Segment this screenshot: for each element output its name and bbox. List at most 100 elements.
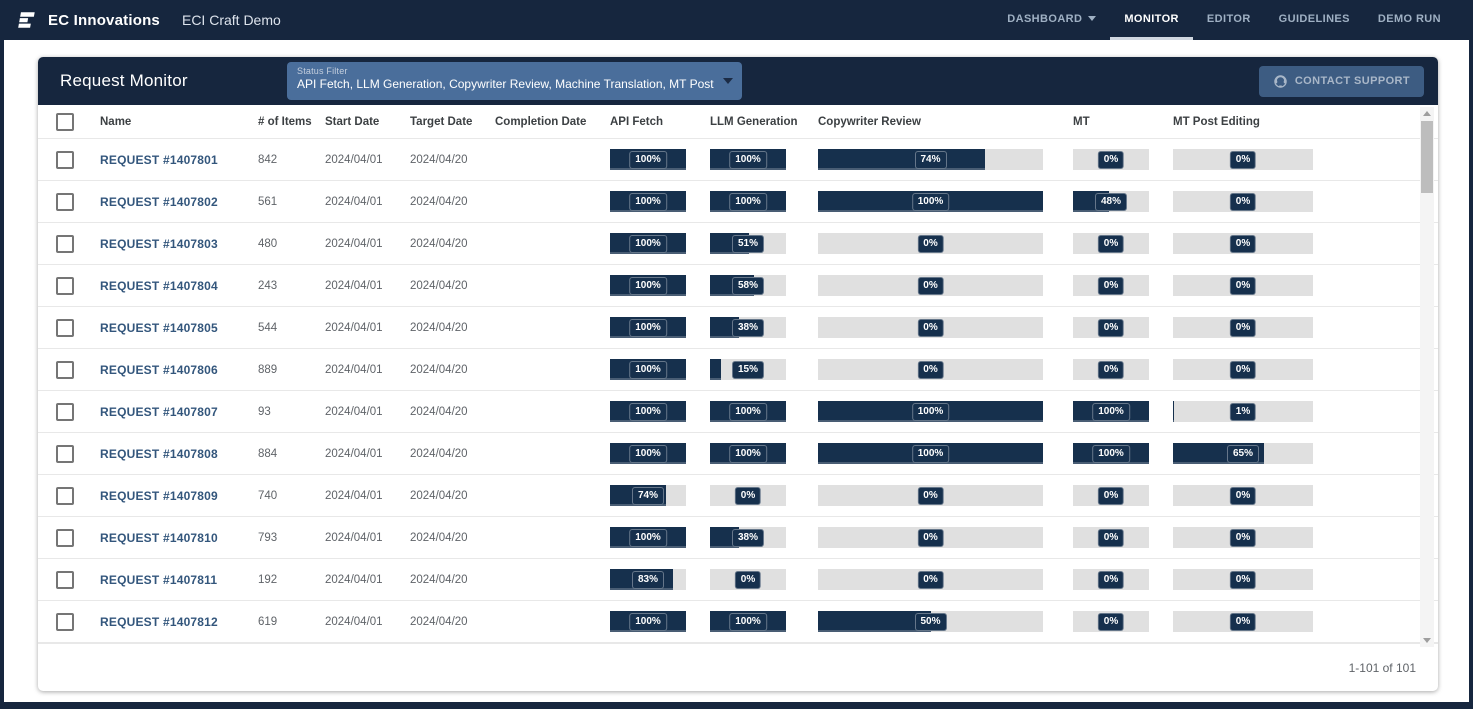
table-header-row: Name # of Items Start Date Target Date C… bbox=[38, 105, 1438, 139]
row-checkbox[interactable] bbox=[56, 150, 74, 169]
request-link[interactable]: REQUEST #1407803 bbox=[100, 236, 218, 251]
api-fetch-progress-bar: 100% bbox=[610, 317, 686, 338]
copywriter-review-progress-bar: 0% bbox=[818, 275, 1043, 296]
mt-post-editing-progress-bar: 0% bbox=[1173, 359, 1313, 380]
mt-post-editing-progress-bar: 0% bbox=[1173, 233, 1313, 254]
nav-item-guidelines[interactable]: GUIDELINES bbox=[1265, 0, 1364, 40]
row-checkbox[interactable] bbox=[56, 528, 74, 547]
mt-post-editing-progress-bar: 0% bbox=[1173, 317, 1313, 338]
items-cell: 740 bbox=[258, 489, 278, 502]
request-link[interactable]: REQUEST #1407808 bbox=[100, 446, 218, 461]
copywriter-review-progress-bar: 0% bbox=[818, 359, 1043, 380]
target-date-cell: 2024/04/20 bbox=[410, 489, 468, 502]
mt-post-editing-progress-bar: 0% bbox=[1173, 569, 1313, 590]
progress-value: 100% bbox=[729, 192, 767, 211]
request-link[interactable]: REQUEST #1407809 bbox=[100, 488, 218, 503]
request-link[interactable]: REQUEST #1407804 bbox=[100, 278, 218, 293]
row-checkbox[interactable] bbox=[56, 570, 74, 589]
top-nav: DASHBOARD MONITOR EDITOR GUIDELINES DEMO… bbox=[993, 0, 1455, 40]
nav-item-label: DEMO RUN bbox=[1377, 12, 1441, 25]
brand: EC Innovations ECI Craft Demo bbox=[16, 9, 281, 31]
row-checkbox[interactable] bbox=[56, 318, 74, 337]
scroll-up-icon[interactable] bbox=[1423, 111, 1431, 116]
api-fetch-progress-bar: 100% bbox=[610, 275, 686, 296]
request-link[interactable]: REQUEST #1407801 bbox=[100, 152, 218, 167]
progress-value: 0% bbox=[734, 570, 762, 589]
llm-generation-progress-bar: 38% bbox=[710, 527, 786, 548]
start-date-cell: 2024/04/01 bbox=[325, 363, 383, 376]
start-date-cell: 2024/04/01 bbox=[325, 573, 383, 586]
target-date-cell: 2024/04/20 bbox=[410, 405, 468, 418]
progress-value: 100% bbox=[911, 192, 950, 211]
progress-value: 100% bbox=[911, 402, 950, 421]
request-link[interactable]: REQUEST #1407806 bbox=[100, 362, 218, 377]
app-title: ECI Craft Demo bbox=[181, 12, 281, 28]
row-checkbox[interactable] bbox=[56, 192, 74, 211]
column-header-mtpe: MT Post Editing bbox=[1173, 115, 1260, 128]
select-all-checkbox[interactable] bbox=[56, 112, 74, 131]
progress-value: 0% bbox=[1097, 150, 1125, 169]
progress-value: 0% bbox=[917, 360, 944, 379]
table-row: REQUEST #1407808 884 2024/04/01 2024/04/… bbox=[38, 433, 1438, 475]
nav-item-monitor[interactable]: MONITOR bbox=[1110, 0, 1193, 40]
nav-item-editor[interactable]: EDITOR bbox=[1193, 0, 1265, 40]
progress-value: 0% bbox=[1229, 276, 1257, 295]
scrollbar-thumb[interactable] bbox=[1421, 121, 1433, 193]
llm-generation-progress-bar: 100% bbox=[710, 611, 786, 632]
table-row: REQUEST #1407811 192 2024/04/01 2024/04/… bbox=[38, 559, 1438, 601]
items-cell: 93 bbox=[258, 405, 271, 418]
nav-item-dashboard[interactable]: DASHBOARD bbox=[993, 0, 1110, 40]
scroll-down-icon[interactable] bbox=[1423, 638, 1431, 643]
progress-value: 0% bbox=[1097, 318, 1125, 337]
row-checkbox[interactable] bbox=[56, 612, 74, 631]
items-cell: 480 bbox=[258, 237, 278, 250]
items-cell: 544 bbox=[258, 321, 278, 334]
llm-generation-progress-bar: 0% bbox=[710, 569, 786, 590]
mt-progress-bar: 0% bbox=[1073, 233, 1149, 254]
target-date-cell: 2024/04/20 bbox=[410, 573, 468, 586]
start-date-cell: 2024/04/01 bbox=[325, 321, 383, 334]
progress-value: 1% bbox=[1229, 402, 1257, 421]
progress-value: 38% bbox=[731, 318, 765, 337]
target-date-cell: 2024/04/20 bbox=[410, 615, 468, 628]
request-link[interactable]: REQUEST #1407802 bbox=[100, 194, 218, 209]
nav-item-demo-run[interactable]: DEMO RUN bbox=[1364, 0, 1455, 40]
copywriter-review-progress-bar: 100% bbox=[818, 401, 1043, 422]
mt-post-editing-progress-bar: 0% bbox=[1173, 149, 1313, 170]
progress-value: 100% bbox=[729, 612, 767, 631]
start-date-cell: 2024/04/01 bbox=[325, 195, 383, 208]
target-date-cell: 2024/04/20 bbox=[410, 153, 468, 166]
request-link[interactable]: REQUEST #1407810 bbox=[100, 530, 218, 545]
progress-value: 50% bbox=[914, 612, 947, 631]
column-header-copywriter: Copywriter Review bbox=[818, 115, 921, 128]
row-checkbox[interactable] bbox=[56, 276, 74, 295]
vertical-scrollbar[interactable] bbox=[1420, 107, 1434, 647]
row-checkbox[interactable] bbox=[56, 402, 74, 421]
api-fetch-progress-bar: 100% bbox=[610, 611, 686, 632]
table-row: REQUEST #1407804 243 2024/04/01 2024/04/… bbox=[38, 265, 1438, 307]
row-checkbox[interactable] bbox=[56, 486, 74, 505]
row-checkbox[interactable] bbox=[56, 360, 74, 379]
request-link[interactable]: REQUEST #1407811 bbox=[100, 572, 218, 587]
mt-progress-bar: 0% bbox=[1073, 527, 1149, 548]
request-link[interactable]: REQUEST #1407805 bbox=[100, 320, 218, 335]
row-checkbox[interactable] bbox=[56, 234, 74, 253]
mt-post-editing-progress-bar: 0% bbox=[1173, 611, 1313, 632]
row-checkbox[interactable] bbox=[56, 444, 74, 463]
mt-post-editing-progress-bar: 0% bbox=[1173, 485, 1313, 506]
progress-value: 48% bbox=[1094, 192, 1128, 211]
start-date-cell: 2024/04/01 bbox=[325, 489, 383, 502]
progress-value: 0% bbox=[1229, 360, 1257, 379]
mt-post-editing-progress-bar: 0% bbox=[1173, 527, 1313, 548]
contact-support-button[interactable]: CONTACT SUPPORT bbox=[1258, 65, 1424, 97]
mt-post-editing-progress-bar: 65% bbox=[1173, 443, 1313, 464]
llm-generation-progress-bar: 15% bbox=[710, 359, 786, 380]
api-fetch-progress-bar: 100% bbox=[610, 233, 686, 254]
target-date-cell: 2024/04/20 bbox=[410, 237, 468, 250]
status-filter-select[interactable]: Status Filter API Fetch, LLM Generation,… bbox=[287, 62, 742, 100]
start-date-cell: 2024/04/01 bbox=[325, 279, 383, 292]
llm-generation-progress-bar: 100% bbox=[710, 191, 786, 212]
copywriter-review-progress-bar: 0% bbox=[818, 569, 1043, 590]
request-link[interactable]: REQUEST #1407812 bbox=[100, 614, 218, 629]
request-link[interactable]: REQUEST #1407807 bbox=[100, 404, 218, 419]
